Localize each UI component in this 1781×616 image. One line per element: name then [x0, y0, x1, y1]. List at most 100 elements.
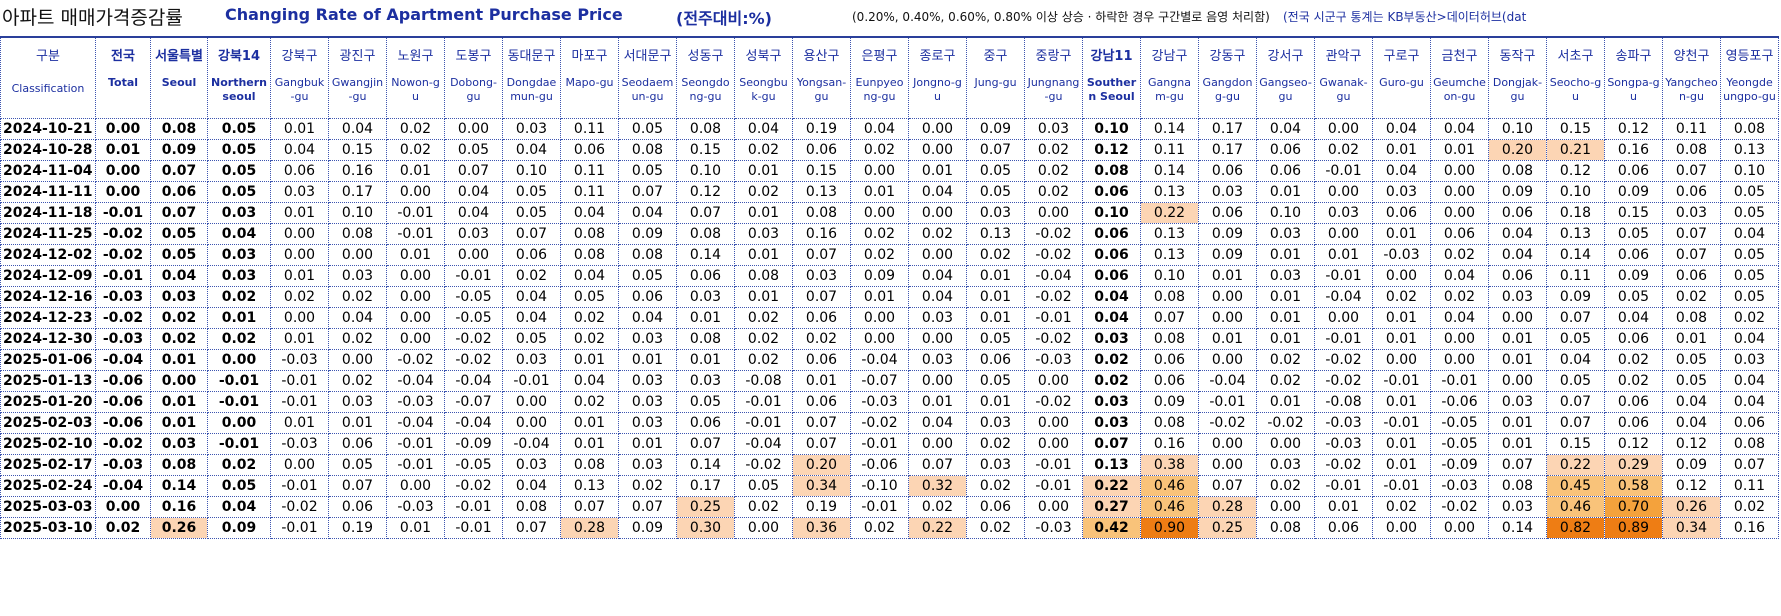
value-cell: 0.03: [908, 349, 967, 371]
value-cell: 0.34: [1662, 517, 1721, 539]
header-english: Yangcheon-gu: [1665, 76, 1718, 103]
value-cell: 0.25: [676, 496, 735, 518]
value-cell: 0.04: [1488, 244, 1547, 266]
value-cell: 0.06: [1604, 244, 1663, 266]
header-english: Gwangjin-gu: [331, 76, 384, 103]
value-cell: 0.03: [1256, 454, 1315, 476]
value-cell: 0.06: [792, 139, 851, 161]
data-row: 2025-02-24 -0.04 0.14 0.05 -0.01 0.07 0.00 -0.0…: [0, 475, 1779, 497]
date-cell: 2024-12-23: [0, 307, 96, 329]
value-cell: 0.01: [270, 412, 329, 434]
value-cell: 0.10: [1140, 265, 1199, 287]
value-cell: 0.21: [1546, 139, 1605, 161]
value-cell: 0.04: [1372, 160, 1431, 182]
value-cell: 0.00: [95, 496, 151, 518]
value-cell: 0.17: [1198, 118, 1257, 140]
value-cell: -0.01: [386, 454, 445, 476]
value-cell: -0.01: [95, 202, 151, 224]
value-cell: 0.06: [792, 307, 851, 329]
data-row: 2025-01-20 -0.06 0.01 -0.01 -0.01 0.03 -0.03 -0…: [0, 391, 1779, 413]
value-cell: 0.04: [734, 118, 793, 140]
value-cell: 0.06: [966, 496, 1025, 518]
value-cell: 0.08: [1256, 517, 1315, 539]
value-cell: 0.19: [792, 118, 851, 140]
value-cell: 0.05: [150, 223, 208, 245]
value-cell: -0.01: [1024, 307, 1083, 329]
value-cell: 0.05: [150, 244, 208, 266]
value-cell: 0.01: [1372, 223, 1431, 245]
value-cell: 0.10: [1488, 118, 1547, 140]
value-cell: 0.07: [1720, 454, 1779, 476]
value-cell: 0.00: [328, 349, 387, 371]
value-cell: -0.02: [95, 307, 151, 329]
column-header: 마포구 Mapo-gu: [560, 36, 619, 119]
value-cell: 0.03: [1314, 202, 1373, 224]
value-cell: 0.02: [734, 496, 793, 518]
value-cell: 0.04: [1662, 391, 1721, 413]
value-cell: 0.01: [270, 328, 329, 350]
value-cell: 0.04: [618, 202, 677, 224]
value-cell: 0.00: [1256, 496, 1315, 518]
header-english: Seodaemun-gu: [621, 76, 674, 103]
value-cell: 0.01: [270, 202, 329, 224]
value-cell: 0.00: [1314, 181, 1373, 203]
value-cell: 0.07: [150, 202, 208, 224]
value-cell: 0.01: [1314, 244, 1373, 266]
value-cell: 0.02: [1082, 370, 1141, 392]
value-cell: 0.01: [966, 265, 1025, 287]
value-cell: 0.04: [908, 265, 967, 287]
value-cell: -0.01: [1372, 412, 1431, 434]
value-cell: -0.06: [850, 454, 909, 476]
value-cell: 0.10: [1546, 181, 1605, 203]
value-cell: 0.06: [792, 349, 851, 371]
value-cell: -0.01: [1372, 475, 1431, 497]
column-header: 중구 Jung-gu: [966, 36, 1025, 119]
value-cell: 0.06: [150, 181, 208, 203]
header-english: Nowon-gu: [391, 76, 440, 103]
value-cell: 0.08: [792, 202, 851, 224]
value-cell: 0.08: [734, 265, 793, 287]
value-cell: 0.09: [1546, 286, 1605, 308]
value-cell: 0.04: [1604, 307, 1663, 329]
date-cell: 2025-02-17: [0, 454, 96, 476]
data-row: 2025-01-13 -0.06 0.00 -0.01 -0.01 0.02 -0.04 -0…: [0, 370, 1779, 392]
value-cell: 0.02: [850, 517, 909, 539]
value-cell: -0.01: [1024, 475, 1083, 497]
value-cell: 0.04: [1082, 286, 1141, 308]
date-cell: 2025-01-06: [0, 349, 96, 371]
header-english: Dongdaemun-gu: [506, 76, 557, 103]
value-cell: 0.00: [386, 286, 445, 308]
value-cell: 0.02: [1314, 139, 1373, 161]
value-cell: 0.05: [207, 181, 271, 203]
value-cell: 0.09: [1604, 265, 1663, 287]
column-header: 강동구 Gangdong-gu: [1198, 36, 1257, 119]
value-cell: 0.02: [386, 118, 445, 140]
column-header: 구로구 Guro-gu: [1372, 36, 1431, 119]
value-cell: -0.04: [386, 412, 445, 434]
header-korean: 관악구: [1325, 49, 1362, 64]
header-korean: 중랑구: [1035, 49, 1072, 64]
value-cell: 0.05: [1720, 244, 1779, 266]
value-cell: -0.02: [95, 433, 151, 455]
value-cell: 0.08: [1662, 139, 1721, 161]
value-cell: -0.01: [95, 265, 151, 287]
header-korean: 중구: [983, 49, 1008, 64]
value-cell: -0.07: [850, 370, 909, 392]
header-row: 구분 Classification 전국 Total 서울특별 Seoul 강북14 Nort…: [0, 36, 1779, 119]
value-cell: -0.01: [1372, 370, 1431, 392]
value-cell: 0.06: [328, 496, 387, 518]
value-cell: 0.00: [95, 160, 151, 182]
data-row: 2025-02-10 -0.02 0.03 -0.01 -0.03 0.06 -0.01 -0…: [0, 433, 1779, 455]
value-cell: 0.08: [150, 118, 208, 140]
value-cell: 0.08: [1140, 412, 1199, 434]
value-cell: 0.14: [1488, 517, 1547, 539]
column-header: 용산구 Yongsan-gu: [792, 36, 851, 119]
value-cell: 0.07: [1082, 433, 1141, 455]
value-cell: 0.02: [1256, 349, 1315, 371]
header-korean: 서대문구: [623, 49, 672, 64]
value-cell: -0.02: [95, 244, 151, 266]
value-cell: 0.16: [1604, 139, 1663, 161]
value-cell: 0.00: [1372, 349, 1431, 371]
value-cell: 0.00: [207, 412, 271, 434]
value-cell: 0.02: [966, 517, 1025, 539]
